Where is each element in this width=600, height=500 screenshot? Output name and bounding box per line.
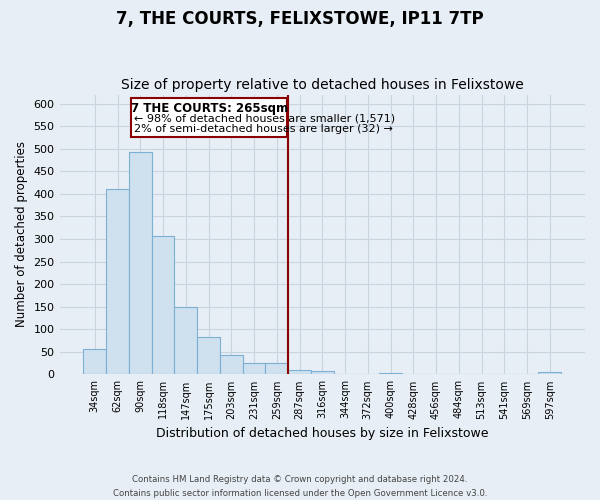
Bar <box>220 354 242 374</box>
Y-axis label: Number of detached properties: Number of detached properties <box>15 142 28 328</box>
Bar <box>242 363 265 374</box>
Bar <box>129 152 152 374</box>
Bar <box>538 372 561 374</box>
Bar <box>131 98 287 138</box>
Bar <box>311 371 334 374</box>
Text: 2% of semi-detached houses are larger (32) →: 2% of semi-detached houses are larger (3… <box>134 124 393 134</box>
Text: 7, THE COURTS, FELIXSTOWE, IP11 7TP: 7, THE COURTS, FELIXSTOWE, IP11 7TP <box>116 10 484 28</box>
Title: Size of property relative to detached houses in Felixstowe: Size of property relative to detached ho… <box>121 78 524 92</box>
Text: Contains HM Land Registry data © Crown copyright and database right 2024.
Contai: Contains HM Land Registry data © Crown c… <box>113 476 487 498</box>
Bar <box>288 370 311 374</box>
Bar <box>265 363 288 374</box>
Bar <box>175 306 197 374</box>
Text: 7 THE COURTS: 265sqm: 7 THE COURTS: 265sqm <box>131 102 287 114</box>
X-axis label: Distribution of detached houses by size in Felixstowe: Distribution of detached houses by size … <box>156 427 488 440</box>
Bar <box>106 189 129 374</box>
Bar <box>379 373 402 374</box>
Text: ← 98% of detached houses are smaller (1,571): ← 98% of detached houses are smaller (1,… <box>134 114 395 124</box>
Bar <box>152 236 175 374</box>
Bar <box>197 338 220 374</box>
Bar <box>83 348 106 374</box>
